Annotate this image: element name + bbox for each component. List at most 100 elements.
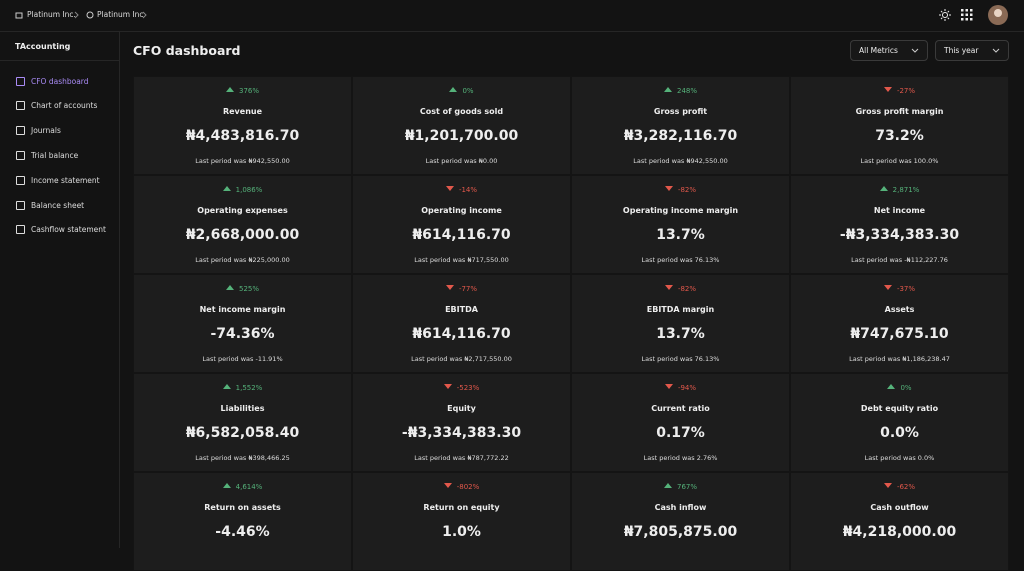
nav-item[interactable]: Trial balance [16, 149, 78, 161]
metric-card: 525% Net income margin -74.36% Last period … [133, 274, 352, 373]
metric-value: ₦7,805,875.00 [623, 524, 738, 540]
metric-value: 1.0% [442, 524, 481, 540]
trend-arrow [663, 483, 672, 488]
nav-item[interactable]: Cashflow statement [16, 224, 106, 236]
trend-arrow [664, 384, 673, 389]
trend-arrow [445, 186, 454, 191]
metric-label: EBITDA [445, 305, 478, 314]
nav-item[interactable]: Chart of accounts [16, 100, 97, 112]
change-value: 2,871% [892, 186, 920, 194]
change-value: -82% [677, 186, 697, 194]
chevron [142, 11, 147, 19]
last-period: Last period was 0.0% [864, 454, 935, 462]
metric-card: -77% EBITDA ₦614,116.70 Last period was ₦2,… [352, 274, 571, 373]
breadcrumb[interactable]: Platinum Inc. [27, 10, 76, 19]
filter-label: All Metrics [859, 46, 898, 55]
metric-card: 376% Revenue ₦4,483,816.70 Last period was … [133, 76, 352, 175]
last-period: Last period was ₦0.00 [425, 157, 498, 165]
change-value: -82% [677, 285, 697, 293]
metric-label: Cost of goods sold [419, 107, 504, 116]
change: -14% [353, 186, 570, 194]
change: 4,614% [134, 483, 351, 491]
metric-label: Liabilities [220, 404, 265, 413]
metric-card: 1,086% Operating expenses ₦2,668,000.00 Las… [133, 175, 352, 274]
metric-value: -74.36% [210, 326, 275, 342]
nav-item[interactable]: CFO dashboard [16, 75, 89, 87]
trend-arrow [445, 285, 454, 290]
filter-dropdown[interactable]: This year [935, 40, 1009, 61]
nav-label: Chart of accounts [31, 101, 98, 111]
metric-card: -523% Equity -₦3,334,383.30 Last period was… [352, 373, 571, 472]
trend-arrow [225, 87, 234, 92]
chevron [911, 48, 919, 53]
nav-label: CFO dashboard [31, 76, 89, 86]
trend-arrow [664, 285, 673, 290]
metric-value: ₦747,675.10 [850, 326, 949, 342]
metric-value: -₦3,334,383.30 [839, 227, 960, 243]
change-value: 376% [238, 87, 259, 95]
metric-value: ₦2,668,000.00 [185, 227, 300, 243]
metric-label: EBITDA margin [646, 305, 715, 314]
filter-dropdown[interactable]: All Metrics [850, 40, 928, 61]
change: 0% [353, 87, 570, 95]
last-period: Last period was 76.13% [641, 256, 720, 264]
nav-icon [16, 126, 25, 136]
metric-label: Equity [447, 404, 476, 413]
nav-label: Income statement [31, 175, 100, 185]
filter-label: This year [944, 46, 979, 55]
trend-arrow [883, 285, 892, 290]
theme-toggle[interactable] [939, 9, 951, 21]
change-value: -62% [896, 483, 916, 491]
metric-card: -37% Assets ₦747,675.10 Last period was ₦1,… [790, 274, 1009, 373]
change-value: -94% [677, 384, 697, 392]
org-icon [15, 12, 23, 19]
trend-arrow [887, 384, 896, 389]
last-period: Last period was ₦398,466.25 [195, 454, 290, 462]
metric-card: -62% Cash outflow ₦4,218,000.00 [790, 472, 1009, 571]
metric-value: ₦3,282,116.70 [623, 128, 738, 144]
metric-value: 13.7% [656, 227, 705, 243]
chevron [992, 48, 1000, 53]
change-value: 767% [676, 483, 697, 491]
change-value: 525% [238, 285, 259, 293]
nav-item[interactable]: Income statement [16, 174, 100, 186]
nav-icon [16, 76, 25, 86]
last-period: Last period was ₦225,000.00 [195, 256, 290, 264]
change: -94% [572, 384, 789, 392]
metric-card: -802% Return on equity 1.0% [352, 472, 571, 571]
change-value: -37% [896, 285, 916, 293]
change: 2,871% [791, 186, 1008, 194]
last-period: Last period was ₦2,717,550.00 [411, 355, 512, 363]
trend-arrow [883, 483, 892, 488]
metric-card: -14% Operating income ₦614,116.70 Last peri… [352, 175, 571, 274]
nav-item[interactable]: Balance sheet [16, 199, 84, 211]
metric-card: -82% EBITDA margin 13.7% Last period was 76… [571, 274, 790, 373]
nav-icon [16, 101, 25, 111]
metric-value: 0.17% [656, 425, 705, 441]
trend-arrow [879, 186, 888, 191]
metric-card: 4,614% Return on assets -4.46% [133, 472, 352, 571]
nav-icon [16, 200, 25, 210]
metric-label: Cash inflow [654, 503, 707, 512]
apps-menu[interactable] [961, 9, 973, 21]
trend-arrow [225, 285, 234, 290]
change: -62% [791, 483, 1008, 491]
metric-card: 1,552% Liabilities ₦6,582,058.40 Last perio… [133, 373, 352, 472]
trend-arrow [449, 87, 458, 92]
nav-icon [16, 225, 25, 235]
nav-item[interactable]: Journals [16, 125, 61, 137]
body: Platinum Inc. Platinum Inc TAccounting C… [0, 4, 1024, 571]
metric-label: Assets [884, 305, 915, 314]
change: -77% [353, 285, 570, 293]
last-period: Last period was ₦787,772.22 [414, 454, 509, 462]
nav-label: Journals [31, 126, 61, 136]
trend-arrow [663, 87, 672, 92]
avatar[interactable] [987, 4, 1009, 26]
breadcrumb[interactable]: Platinum Inc [97, 10, 144, 19]
metric-value: ₦614,116.70 [412, 326, 511, 342]
metric-card: 767% Cash inflow ₦7,805,875.00 [571, 472, 790, 571]
org-icon [86, 11, 94, 19]
nav-icon [16, 175, 25, 185]
metric-card: -27% Gross profit margin 73.2% Last period … [790, 76, 1009, 175]
metric-value: ₦614,116.70 [412, 227, 511, 243]
